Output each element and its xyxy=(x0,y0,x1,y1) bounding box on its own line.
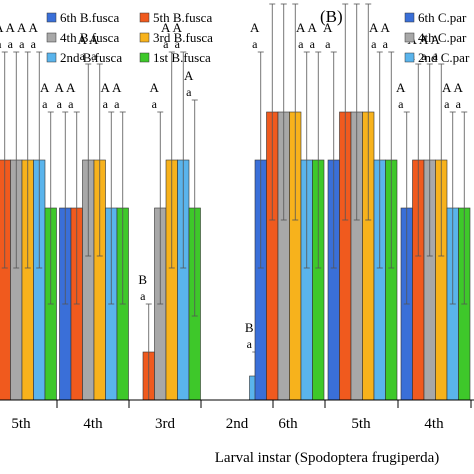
significance-letter-upper: A xyxy=(419,32,429,47)
significance-letter-upper: B xyxy=(138,272,147,287)
panel-a: aAaAaAaAaAaA5thaAaAaAaAaAaA4thaBaAaAaAaA… xyxy=(0,20,274,432)
significance-letter-lower: a xyxy=(114,97,120,111)
legend-label: 5th B.fusca xyxy=(153,10,212,25)
significance-letter-upper: A xyxy=(250,20,260,35)
significance-letter-upper: A xyxy=(381,20,391,35)
significance-letter-lower: a xyxy=(0,37,2,51)
significance-letter-upper: A xyxy=(396,80,406,95)
significance-letter-lower: a xyxy=(371,37,377,51)
significance-letter-upper: A xyxy=(55,80,65,95)
significance-letter-lower: a xyxy=(163,37,169,51)
legend-label: 2nd B.fusca xyxy=(60,50,122,65)
x-tick-label: 5th xyxy=(351,416,371,432)
significance-letter-lower: a xyxy=(186,85,192,99)
significance-letter-upper: A xyxy=(17,20,27,35)
significance-letter-lower: a xyxy=(298,37,304,51)
significance-letter-lower: a xyxy=(433,49,439,63)
panel-b-label: (B) xyxy=(320,7,343,26)
significance-letter-upper: A xyxy=(442,80,452,95)
x-tick-label: 4th xyxy=(83,416,103,432)
legend-a: 6th B.fusca 5th B.fusca 4th B.fusca 3rd B.f… xyxy=(46,10,213,65)
significance-letter-lower: a xyxy=(264,0,270,3)
significance-letter-upper: A xyxy=(161,20,171,35)
significance-letter-upper: A xyxy=(112,80,122,95)
significance-letter-upper: A xyxy=(184,68,194,83)
significance-letter-lower: a xyxy=(421,49,427,63)
significance-letter-lower: a xyxy=(80,49,86,63)
significance-letter-upper: A xyxy=(173,20,183,35)
significance-letter-lower: a xyxy=(360,0,366,3)
legend-swatch xyxy=(46,52,57,63)
significance-letter-lower: a xyxy=(275,0,281,3)
significance-letter-lower: a xyxy=(8,37,14,51)
significance-letter-lower: a xyxy=(444,97,450,111)
x-axis-title: Larval instar (Spodoptera frugiperda) xyxy=(215,450,440,466)
significance-letter-upper: A xyxy=(296,20,306,35)
significance-letter-upper: A xyxy=(431,32,441,47)
legend-label: 1st B.fusca xyxy=(153,50,211,65)
significance-letter-lower: a xyxy=(103,97,109,111)
x-tick-label: 6th xyxy=(278,416,298,432)
significance-letter-upper: A xyxy=(308,20,318,35)
legend-label: 6th B.fusca xyxy=(60,10,119,25)
legend-label: 2nd C.par xyxy=(418,50,470,65)
legend-label: 4th C.par xyxy=(418,30,467,45)
significance-letter-lower: a xyxy=(42,97,48,111)
significance-letter-lower: a xyxy=(348,0,354,3)
legend-swatch xyxy=(139,52,150,63)
significance-letter-lower: a xyxy=(287,0,293,3)
significance-letter-lower: a xyxy=(57,97,63,111)
significance-letter-lower: a xyxy=(175,37,181,51)
x-tick-label: 2nd xyxy=(226,416,249,432)
legend-label: 3rd B.fusca xyxy=(153,30,213,45)
legend-label: 6th C.par xyxy=(418,10,467,25)
significance-letter-upper: A xyxy=(40,80,50,95)
significance-letter-lower: a xyxy=(398,97,404,111)
x-tick-label: 4th xyxy=(424,416,444,432)
legend-b: 6th C.par 4th C.par 2nd C.par xyxy=(404,10,470,65)
significance-letter-lower: a xyxy=(456,97,462,111)
significance-letter-upper: A xyxy=(101,80,111,95)
legend-label: 4th B.fusca xyxy=(60,30,119,45)
legend-swatch xyxy=(46,12,57,23)
x-tick-label: 5th xyxy=(11,416,31,432)
significance-letter-lower: a xyxy=(68,97,74,111)
significance-letter-lower: a xyxy=(247,337,253,351)
bar xyxy=(0,159,11,401)
significance-letter-lower: a xyxy=(152,97,158,111)
legend-swatch xyxy=(139,32,150,43)
significance-letter-upper: B xyxy=(245,320,254,335)
significance-letter-upper: A xyxy=(89,32,99,47)
x-tick-label: 3rd xyxy=(155,416,175,432)
significance-letter-upper: A xyxy=(454,80,464,95)
significance-letter-lower: a xyxy=(383,37,389,51)
significance-letter-lower: a xyxy=(31,37,37,51)
significance-letter-upper: A xyxy=(369,20,379,35)
significance-letter-upper: A xyxy=(0,20,4,35)
significance-letter-lower: a xyxy=(325,37,331,51)
significance-letter-upper: A xyxy=(66,80,76,95)
legend-swatch xyxy=(139,12,150,23)
significance-letter-upper: A xyxy=(150,80,160,95)
significance-letter-upper: A xyxy=(29,20,39,35)
significance-letter-lower: a xyxy=(252,37,258,51)
legend-swatch xyxy=(404,12,415,23)
panel-b: (B) aAaAaAaAaAaA6thaAaAaAaAaAaA5thaAaAaA… xyxy=(250,0,472,432)
legend-swatch xyxy=(404,52,415,63)
significance-letter-lower: a xyxy=(337,0,343,3)
significance-letter-lower: a xyxy=(140,289,146,303)
significance-letter-lower: a xyxy=(310,37,316,51)
significance-letter-upper: A xyxy=(78,32,88,47)
significance-letter-lower: a xyxy=(91,49,97,63)
significance-letter-upper: A xyxy=(323,20,333,35)
significance-letter-upper: A xyxy=(6,20,16,35)
legend-swatch xyxy=(46,32,57,43)
significance-letter-lower: a xyxy=(19,37,25,51)
legend-swatch xyxy=(404,32,415,43)
